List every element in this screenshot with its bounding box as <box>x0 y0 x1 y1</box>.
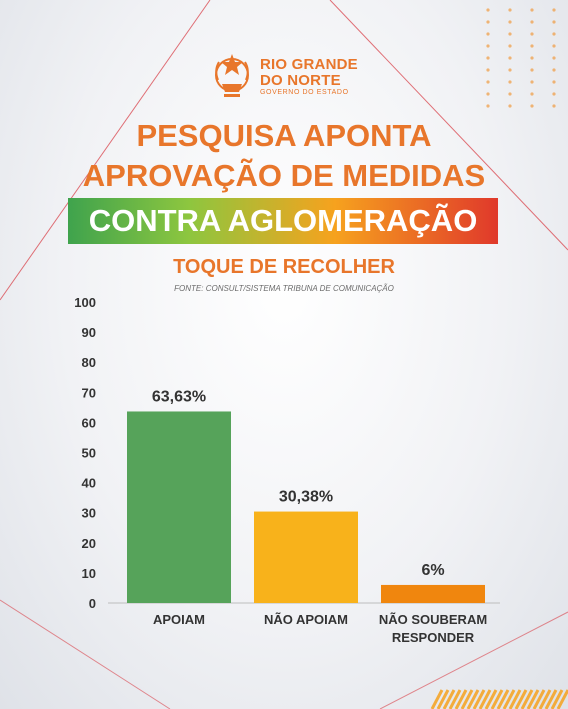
category-label: RESPONDER <box>392 630 475 645</box>
category-label: NÃO SOUBERAM <box>379 612 487 627</box>
y-tick-label: 50 <box>82 446 96 461</box>
data-label: 6% <box>421 562 444 579</box>
y-tick-label: 80 <box>82 355 96 370</box>
category-label: APOIAM <box>153 612 205 627</box>
y-tick-label: 60 <box>82 415 96 430</box>
category-label: NÃO APOIAM <box>264 612 348 627</box>
y-tick-label: 0 <box>89 596 96 611</box>
data-label: 30,38% <box>279 489 333 506</box>
y-tick-label: 40 <box>82 476 96 491</box>
y-tick-label: 70 <box>82 385 96 400</box>
bar <box>381 584 485 603</box>
chart-source: FONTE: CONSULT/SISTEMA TRIBUNA DE COMUNI… <box>174 284 394 293</box>
y-tick-label: 90 <box>82 325 96 340</box>
data-labels: 63,63% 30,38% 6% <box>152 388 445 578</box>
y-axis: 0 10 20 30 40 50 60 70 80 90 100 <box>74 295 96 611</box>
headline-line-2: APROVAÇÃO DE MEDIDAS <box>82 158 486 193</box>
y-tick-label: 30 <box>82 506 96 521</box>
logo-line-1: RIO GRANDE <box>260 56 358 73</box>
chart-title: TOQUE DE RECOLHER <box>173 256 395 278</box>
bar <box>254 511 358 603</box>
y-tick-label: 20 <box>82 536 96 551</box>
y-tick-label: 10 <box>82 566 96 581</box>
category-labels: APOIAM NÃO APOIAM NÃO SOUBERAM RESPONDER <box>153 612 487 645</box>
data-label: 63,63% <box>152 388 206 405</box>
logo-line-3: GOVERNO DO ESTADO <box>260 89 349 96</box>
coat-of-arms-icon <box>215 54 249 97</box>
y-tick-label: 100 <box>74 295 96 310</box>
logo-line-2: DO NORTE <box>260 72 341 89</box>
state-logo: RIO GRANDE DO NORTE GOVERNO DO ESTADO <box>210 50 360 102</box>
headline-banner: CONTRA AGLOMERAÇÃO <box>68 198 498 244</box>
bar <box>127 411 231 603</box>
bars <box>127 411 485 603</box>
banner-text: CONTRA AGLOMERAÇÃO <box>88 203 478 238</box>
headline-line-1: PESQUISA APONTA <box>136 118 432 153</box>
